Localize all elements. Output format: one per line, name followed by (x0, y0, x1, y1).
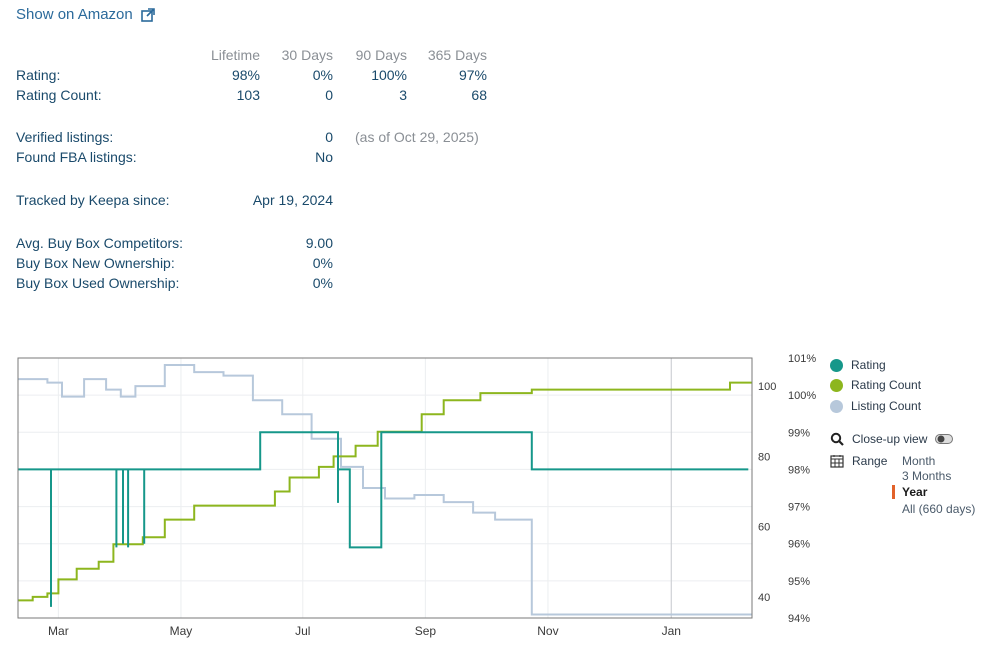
legend-item-rating-count[interactable]: Rating Count (830, 378, 921, 392)
series-line-listing-count (18, 364, 752, 616)
used-ownership-label: Buy Box Used Ownership: (16, 275, 180, 291)
rating-count-30-days: 0 (325, 87, 333, 103)
col-header-90-days: 90 Days (355, 47, 407, 63)
used-ownership-row: Buy Box Used Ownership: 0% (16, 275, 516, 295)
found-fba-label: Found FBA listings: (16, 149, 137, 165)
verified-listings-note: (as of Oct 29, 2025) (355, 129, 479, 145)
avg-competitors-row: Avg. Buy Box Competitors: 9.00 (16, 235, 516, 255)
y-right-tick-label: 95% (788, 576, 810, 588)
range-option-month[interactable]: Month (902, 454, 936, 468)
avg-competitors-label: Avg. Buy Box Competitors: (16, 235, 184, 251)
y-right-tick-label: 97% (788, 502, 810, 514)
found-fba-value: No (315, 149, 333, 165)
show-on-amazon-label: Show on Amazon (16, 6, 133, 23)
x-tick-label: Jan (662, 624, 681, 638)
external-link-icon (140, 7, 155, 22)
closeup-view-toggle[interactable]: Close-up view (830, 432, 954, 446)
x-tick-label: Nov (537, 624, 558, 638)
col-header-365-days: 365 Days (427, 47, 487, 63)
found-fba-row: Found FBA listings: No (16, 149, 516, 169)
rating-label: Rating: (16, 67, 61, 83)
tracked-since-value: Apr 19, 2024 (252, 192, 333, 208)
stats-header-row: Lifetime 30 Days 90 Days 365 Days (16, 47, 516, 67)
y-right-tick-label: 99% (788, 427, 810, 439)
new-ownership-value: 0% (312, 255, 333, 271)
x-tick-label: Mar (48, 624, 69, 638)
rating-90-days: 100% (371, 67, 407, 83)
range-option-year[interactable]: Year (892, 485, 927, 499)
rating-count-row: Rating Count: 103 0 3 68 (16, 87, 516, 107)
x-tick-label: Jul (295, 624, 310, 638)
y-right-tick-label: 94% (788, 613, 810, 625)
calendar-icon (830, 455, 844, 468)
legend-item-rating[interactable]: Rating (830, 358, 886, 372)
range-label-row: Range (830, 454, 887, 468)
listing-count-dot-icon (830, 399, 843, 413)
verified-listings-label: Verified listings: (16, 129, 114, 145)
legend-listing-count-label: Listing Count (851, 399, 922, 413)
show-on-amazon-link[interactable]: Show on Amazon (16, 6, 155, 23)
y-left-tick-label: 60 (758, 522, 770, 534)
rating-dot-icon (830, 358, 843, 372)
col-header-lifetime: Lifetime (210, 47, 260, 63)
y-left-tick-label: 100 (758, 381, 776, 393)
y-right-tick-label: 100% (788, 390, 816, 402)
used-ownership-value: 0% (312, 275, 333, 291)
rating-30-days: 0% (312, 67, 333, 83)
rating-count-lifetime: 103 (236, 87, 260, 103)
toggle-switch-icon[interactable] (935, 434, 954, 444)
col-header-30-days: 30 Days (281, 47, 333, 63)
range-label: Range (852, 454, 888, 468)
magnifier-icon (830, 432, 844, 446)
plot-border (17, 357, 753, 619)
new-ownership-label: Buy Box New Ownership: (16, 255, 175, 271)
verified-listings-row: Verified listings: 0 (as of Oct 29, 2025… (16, 129, 516, 149)
y-left-tick-label: 80 (758, 451, 770, 463)
series-line-rating-count (18, 381, 752, 602)
rating-365-days: 97% (458, 67, 487, 83)
tracked-since-row: Tracked by Keepa since: Apr 19, 2024 (16, 192, 516, 212)
y-right-tick-label: 96% (788, 539, 810, 551)
new-ownership-row: Buy Box New Ownership: 0% (16, 255, 516, 275)
closeup-view-label: Close-up view (852, 432, 928, 446)
rating-count-90-days: 3 (399, 87, 407, 103)
rating-count-365-days: 68 (471, 87, 487, 103)
x-tick-label: May (170, 624, 193, 638)
verified-listings-value: 0 (325, 129, 333, 145)
rating-row: Rating: 98% 0% 100% 97% (16, 67, 516, 87)
legend-item-listing-count[interactable]: Listing Count (830, 399, 921, 413)
tracked-since-label: Tracked by Keepa since: (16, 192, 170, 208)
rating-count-dot-icon (830, 378, 843, 392)
rating-count-label: Rating Count: (16, 87, 102, 103)
range-option-all[interactable]: All (660 days) (902, 502, 976, 516)
legend-rating-count-label: Rating Count (851, 378, 922, 392)
legend-rating-label: Rating (851, 358, 886, 372)
range-option-3-months[interactable]: 3 Months (902, 469, 952, 483)
y-left-tick-label: 40 (758, 592, 770, 604)
avg-competitors-value: 9.00 (305, 235, 333, 251)
rating-lifetime: 98% (231, 67, 260, 83)
y-right-tick-label: 98% (788, 464, 810, 476)
x-tick-label: Sep (415, 624, 437, 638)
y-right-tick-label: 101% (788, 353, 816, 365)
series-line-rating (18, 431, 749, 607)
